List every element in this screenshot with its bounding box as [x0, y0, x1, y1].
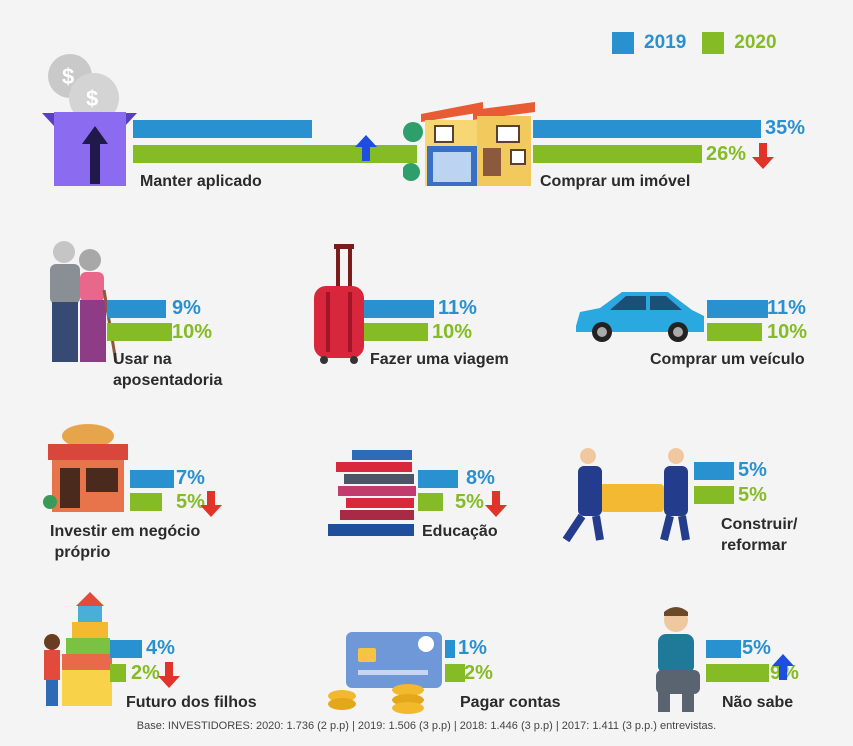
- svg-text:$: $: [86, 86, 98, 111]
- bar-2020-item-2: [107, 323, 172, 341]
- value-2019-item-2: 9%: [172, 297, 201, 319]
- value-2019-item-3: 11%: [438, 297, 477, 319]
- bar-2020-item-10: [706, 664, 769, 682]
- value-2019-item-7: 5%: [738, 459, 767, 481]
- category-label-item-4: Comprar um veículo: [650, 351, 805, 368]
- books-illustration: [328, 450, 416, 536]
- worried-person-illustration: [656, 607, 700, 712]
- footer-note: Base: INVESTIDORES: 2020: 1.736 (2 p.p) …: [136, 720, 717, 732]
- value-2019-item-4: 11%: [767, 297, 806, 319]
- bar-2019-item-8: [110, 640, 142, 658]
- legend-label-2020: 2020: [734, 32, 777, 53]
- category-label-item-1: Comprar um imóvel: [540, 173, 691, 190]
- legend: 2019 2020: [612, 32, 783, 54]
- house-illustration: [403, 102, 535, 186]
- value-2020-item-7: 5%: [738, 484, 767, 506]
- bar-2019-item-10: [706, 640, 741, 658]
- bar-2019-item-1: [533, 120, 761, 138]
- arrow-down-icon: [752, 143, 774, 169]
- value-2019-item-6: 8%: [466, 467, 495, 489]
- blocks-child-illustration: [44, 592, 112, 706]
- category-label-item-9: Pagar contas: [460, 694, 561, 711]
- legend-label-2019: 2019: [644, 32, 687, 53]
- bar-2020-item-4: [707, 323, 762, 341]
- category-label-item-6: Educação: [422, 523, 498, 540]
- category-label-item-2: Usar na aposentadoria: [113, 351, 223, 389]
- category-label-item-0: Manter aplicado: [140, 173, 262, 190]
- value-2019-item-10: 5%: [742, 637, 771, 659]
- category-label-item-8: Futuro dos filhos: [126, 694, 257, 711]
- value-2020-item-8: 2%: [131, 662, 160, 684]
- bar-2020-item-8: [110, 664, 126, 682]
- legend-swatch-2020: [702, 32, 725, 54]
- value-2020-item-0: 27%: [313, 143, 354, 165]
- bar-2020-item-5: [130, 493, 162, 511]
- card-coins-illustration: [328, 632, 442, 714]
- legend-swatch-2019: [612, 32, 634, 54]
- bar-2020-item-3: [364, 323, 428, 341]
- category-label-item-3: Fazer uma viagem: [370, 351, 509, 368]
- value-2020-item-3: 10%: [432, 321, 473, 343]
- car-illustration: [576, 292, 704, 342]
- category-label-item-10: Não sabe: [722, 694, 794, 711]
- bar-2019-item-4: [707, 300, 768, 318]
- value-2020-item-2: 10%: [172, 321, 213, 343]
- arrow-down-icon: [158, 662, 180, 688]
- bar-2019-item-9: [445, 640, 455, 658]
- value-2020-item-6: 5%: [455, 491, 484, 513]
- arrow-up-icon: [772, 654, 794, 680]
- bar-2020-item-1: [533, 145, 702, 163]
- shop-illustration: [43, 424, 128, 512]
- bar-2019-item-5: [130, 470, 175, 488]
- arrow-down-icon: [485, 491, 507, 517]
- value-2020-item-4: 10%: [767, 321, 808, 343]
- movers-sofa-illustration: [562, 448, 690, 542]
- bar-2020-item-6: [418, 493, 443, 511]
- suitcase-illustration: [314, 244, 364, 364]
- category-label-item-5: Investir em negócio próprio: [50, 523, 201, 561]
- value-2019-item-5: 7%: [176, 467, 205, 489]
- coins-box-illustration: $ $: [42, 54, 137, 186]
- value-2019-item-0: 17%: [243, 117, 284, 139]
- category-label-item-7: Construir/ reformar: [721, 516, 798, 554]
- bar-2019-item-0: [133, 120, 312, 138]
- bar-2020-item-7: [694, 486, 734, 504]
- svg-text:$: $: [62, 64, 74, 89]
- elderly-couple-illustration: [50, 241, 118, 363]
- bar-2019-item-6: [418, 470, 458, 488]
- arrow-down-icon: [200, 491, 222, 517]
- arrow-up-icon: [355, 135, 377, 161]
- value-2020-item-5: 5%: [176, 491, 205, 513]
- bar-2020-item-0: [133, 145, 417, 163]
- bar-2019-item-3: [364, 300, 435, 318]
- bar-2019-item-7: [694, 462, 734, 480]
- value-2019-item-9: 1%: [458, 637, 487, 659]
- value-2020-item-1: 26%: [706, 143, 747, 165]
- value-2019-item-8: 4%: [146, 637, 175, 659]
- value-2020-item-9: 2%: [464, 662, 493, 684]
- bar-2020-item-9: [445, 664, 465, 682]
- value-2019-item-1: 35%: [765, 117, 806, 139]
- bar-2019-item-2: [107, 300, 166, 318]
